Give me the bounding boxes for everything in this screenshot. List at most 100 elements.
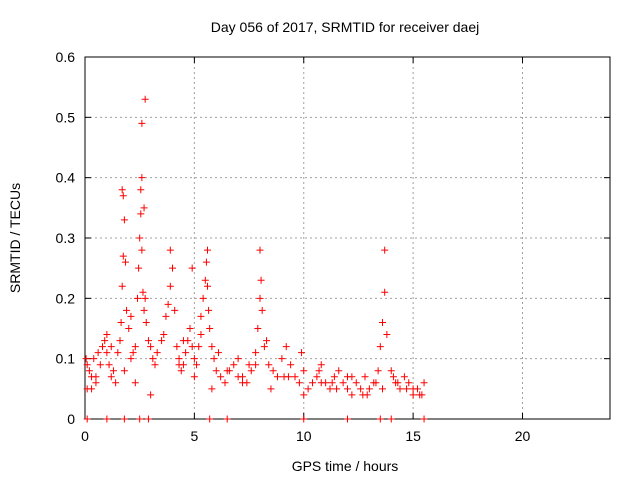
data-point bbox=[287, 361, 295, 369]
data-point bbox=[234, 373, 242, 381]
data-point bbox=[107, 373, 115, 381]
data-point bbox=[137, 210, 145, 218]
data-point bbox=[169, 264, 176, 272]
data-point bbox=[190, 373, 198, 381]
data-point bbox=[101, 337, 109, 345]
data-point bbox=[140, 204, 148, 212]
data-point bbox=[88, 385, 96, 393]
data-point bbox=[204, 282, 211, 290]
data-point bbox=[376, 343, 384, 351]
data-point bbox=[195, 343, 203, 351]
data-point bbox=[361, 373, 369, 381]
y-axis-label: SRMTID / TECUs bbox=[7, 183, 23, 293]
data-point bbox=[339, 379, 347, 387]
data-point bbox=[141, 95, 149, 103]
data-point bbox=[239, 379, 246, 387]
data-point bbox=[127, 355, 135, 363]
data-point bbox=[416, 391, 424, 399]
data-point bbox=[188, 264, 196, 272]
data-point bbox=[212, 367, 220, 375]
data-point bbox=[252, 361, 260, 369]
data-point bbox=[121, 258, 129, 266]
data-point bbox=[280, 373, 288, 381]
data-point bbox=[199, 294, 207, 302]
data-point bbox=[83, 361, 91, 369]
data-point bbox=[210, 355, 218, 363]
data-point bbox=[396, 385, 404, 393]
data-point bbox=[123, 306, 131, 314]
data-point bbox=[317, 361, 325, 369]
data-point bbox=[175, 361, 183, 369]
data-point bbox=[141, 294, 149, 302]
data-point bbox=[357, 385, 365, 393]
data-point bbox=[186, 325, 194, 332]
grid bbox=[85, 57, 610, 419]
data-point bbox=[82, 355, 90, 363]
data-point bbox=[257, 276, 265, 284]
data-point bbox=[136, 234, 144, 242]
data-point bbox=[344, 415, 351, 423]
data-point bbox=[92, 379, 100, 387]
data-point bbox=[137, 186, 145, 194]
data-point bbox=[313, 373, 321, 381]
data-point bbox=[107, 343, 115, 351]
data-point bbox=[135, 264, 143, 272]
data-point bbox=[383, 331, 391, 339]
data-point bbox=[188, 343, 196, 351]
data-point bbox=[139, 288, 147, 296]
data-point bbox=[214, 349, 222, 357]
data-point bbox=[230, 361, 238, 369]
data-point bbox=[164, 300, 172, 308]
data-point bbox=[173, 343, 181, 351]
data-point bbox=[129, 349, 137, 357]
data-point bbox=[179, 337, 187, 345]
data-point bbox=[125, 325, 133, 332]
data-point bbox=[160, 331, 168, 339]
data-point bbox=[127, 312, 135, 320]
data-point bbox=[317, 379, 325, 387]
data-point bbox=[171, 306, 179, 314]
data-point bbox=[387, 367, 395, 375]
data-point bbox=[298, 349, 306, 357]
data-point bbox=[94, 349, 102, 357]
y-tick-label: 0.2 bbox=[56, 290, 76, 306]
data-point bbox=[190, 355, 198, 363]
data-point bbox=[394, 379, 402, 387]
data-point bbox=[103, 331, 111, 339]
data-point bbox=[197, 331, 205, 339]
chart-title: Day 056 of 2017, SRMTID for receiver dae… bbox=[211, 19, 479, 35]
data-point bbox=[328, 379, 336, 387]
data-point bbox=[374, 367, 382, 375]
data-point bbox=[138, 174, 146, 182]
data-point bbox=[387, 415, 395, 423]
data-point bbox=[405, 379, 413, 387]
data-point bbox=[138, 246, 146, 254]
data-point bbox=[420, 379, 428, 387]
data-point bbox=[359, 391, 367, 399]
data-point bbox=[109, 367, 117, 375]
data-point bbox=[204, 246, 211, 254]
data-point bbox=[144, 415, 152, 423]
data-point bbox=[116, 337, 124, 345]
x-axis-label: GPS time / hours bbox=[292, 458, 399, 474]
data-point bbox=[254, 325, 262, 332]
data-point bbox=[158, 337, 166, 345]
data-point bbox=[144, 337, 152, 345]
data-point bbox=[131, 343, 139, 351]
data-point bbox=[153, 349, 161, 357]
data-point bbox=[147, 343, 155, 351]
data-point bbox=[344, 385, 351, 393]
data-point bbox=[83, 415, 91, 423]
x-tick-label: 0 bbox=[81, 428, 89, 444]
data-point bbox=[376, 415, 384, 423]
data-point bbox=[256, 294, 264, 302]
data-point bbox=[223, 415, 231, 423]
data-point bbox=[138, 119, 146, 127]
data-point bbox=[247, 367, 255, 375]
data-point bbox=[193, 361, 201, 369]
data-point bbox=[326, 385, 334, 393]
data-point bbox=[379, 385, 386, 393]
data-point bbox=[112, 379, 120, 387]
data-point bbox=[140, 306, 148, 314]
